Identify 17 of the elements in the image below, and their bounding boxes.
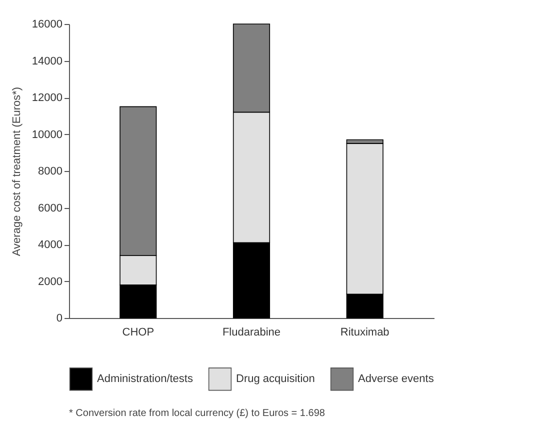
y-tick-label: 12000 <box>32 92 62 104</box>
legend-label: Administration/tests <box>97 373 194 386</box>
legend-label: Drug acquisition <box>236 373 315 386</box>
x-tick-label: CHOP <box>122 326 154 338</box>
y-tick-label: 8000 <box>38 166 62 178</box>
x-tick-label: Fludarabine <box>222 326 281 338</box>
y-tick-label: 2000 <box>38 276 62 288</box>
text: * Conversion rate from local currency (£) to Euros = 1.698 <box>69 408 326 419</box>
y-tick-label: 6000 <box>38 202 62 214</box>
y-tick-label: 4000 <box>38 239 62 251</box>
y-tick-label: 10000 <box>32 128 62 141</box>
y-axis-title: Average cost of treatment (Euros*) <box>10 86 23 256</box>
legend-label: Adverse events <box>358 373 434 386</box>
x-tick-label: Rituximab <box>340 326 390 338</box>
y-tick-label: 16000 <box>32 18 62 30</box>
y-tick-label: 14000 <box>32 55 62 68</box>
y-tick-label: 0 <box>56 312 62 324</box>
